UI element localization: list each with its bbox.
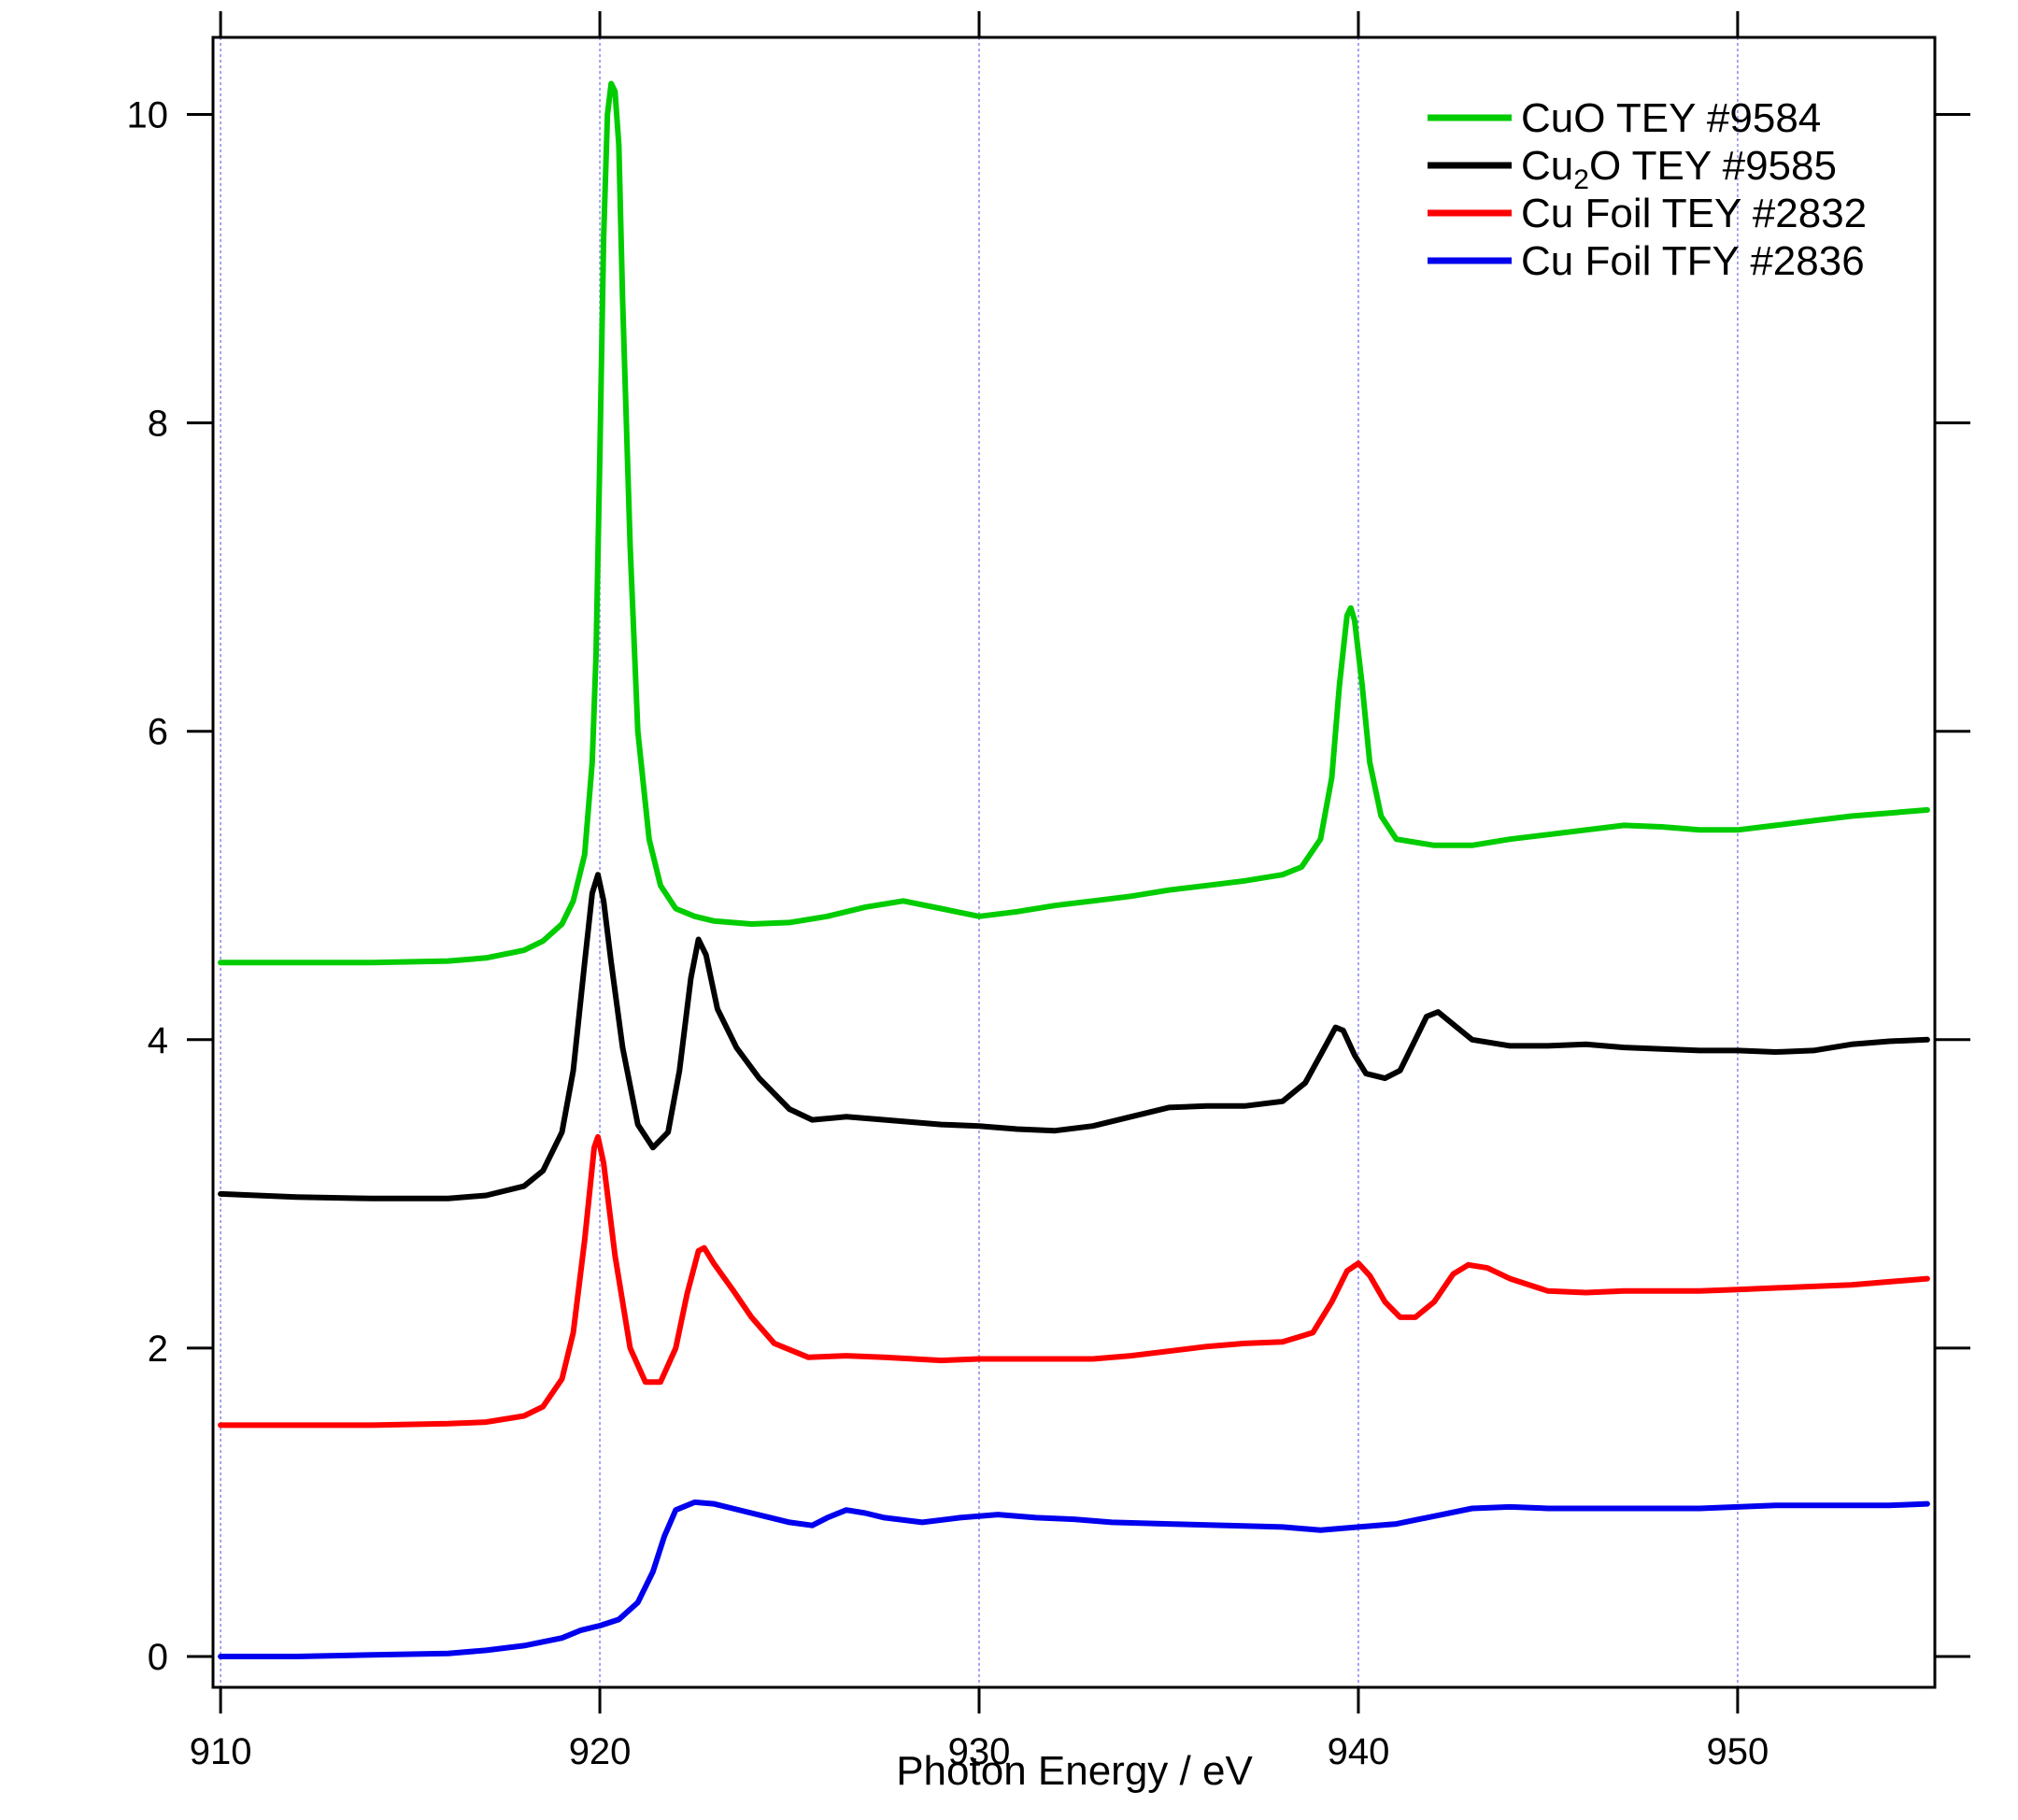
y-tick-label: 2 xyxy=(148,1329,168,1370)
x-tick-label: 910 xyxy=(190,1731,252,1772)
legend-label-part: Cu xyxy=(1521,143,1573,189)
x-tick-label: 940 xyxy=(1328,1731,1390,1772)
plot-frame xyxy=(211,36,1937,1689)
series-group xyxy=(218,80,1930,1659)
series-line-1 xyxy=(218,872,1930,1201)
x-axis-title: Photon Energy / eV xyxy=(896,1748,1253,1794)
x-tick-label: 920 xyxy=(569,1731,632,1772)
y-tick-label: 6 xyxy=(148,712,168,753)
series-line-2 xyxy=(218,1133,1930,1429)
grid-lines xyxy=(220,37,1739,1687)
y-tick-label: 8 xyxy=(148,404,168,445)
legend-label-subscript: 2 xyxy=(1573,164,1589,195)
x-tick-label: 930 xyxy=(948,1731,1011,1772)
x-tick-labels: 910 920 930 940 950 xyxy=(190,1731,1769,1772)
legend-label-2: Cu Foil TEY #2832 xyxy=(1521,191,1867,236)
legend-label-1: Cu2O TEY #9585 xyxy=(1521,143,1837,195)
series-line-0 xyxy=(218,80,1930,966)
legend-label-part: O TEY #9585 xyxy=(1589,143,1837,189)
y-tick-label: 4 xyxy=(148,1020,168,1061)
y-tick-labels: 0 2 4 6 8 10 xyxy=(127,95,169,1678)
legend-label-0: CuO TEY #9584 xyxy=(1521,95,1821,141)
y-tick-label: 0 xyxy=(148,1637,168,1678)
legend-label-3: Cu Foil TFY #2836 xyxy=(1521,238,1865,284)
y-tick-label: 10 xyxy=(127,95,169,136)
x-tick-label: 950 xyxy=(1707,1731,1769,1772)
series-line-3 xyxy=(218,1499,1930,1659)
axis-ticks xyxy=(187,11,1970,1713)
